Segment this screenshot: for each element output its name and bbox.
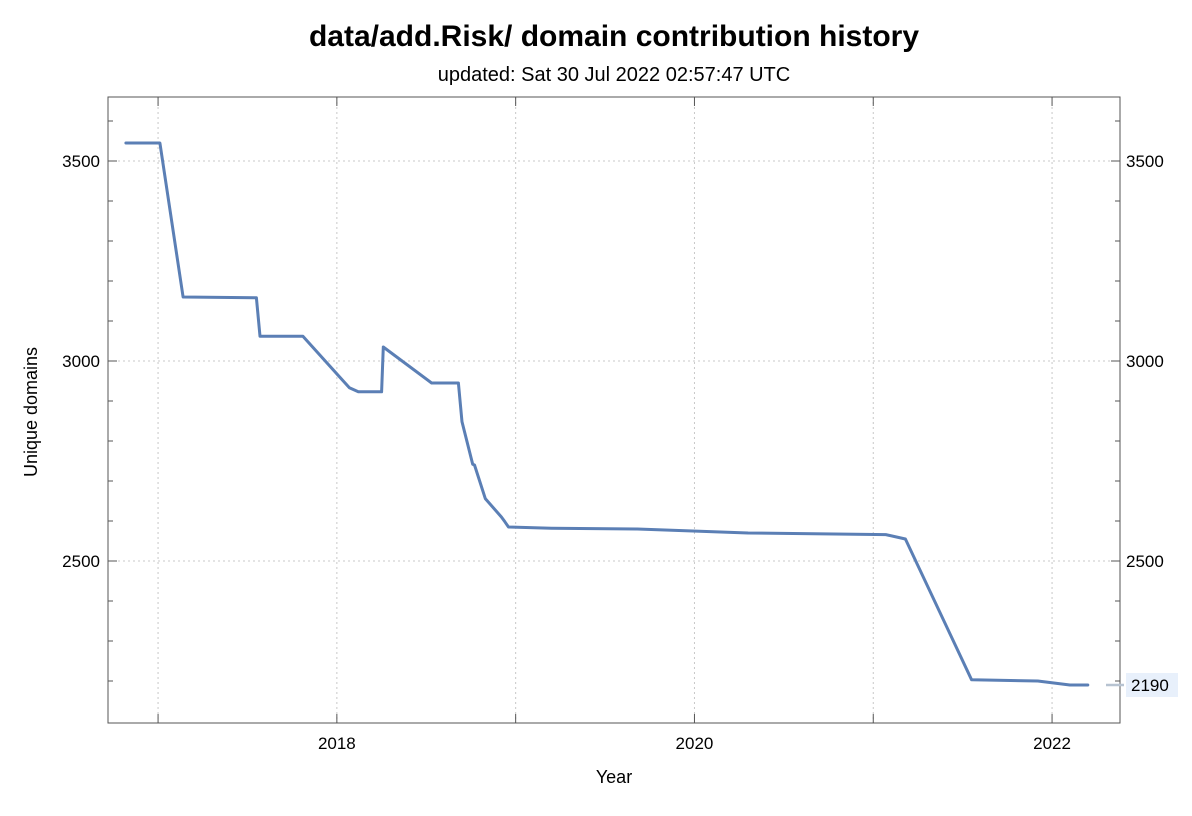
x-tick-label: 2020 xyxy=(676,734,714,753)
end-value-badge xyxy=(1126,673,1178,697)
grid xyxy=(108,97,1120,723)
y-axis-label: Unique domains xyxy=(21,347,41,477)
y-tick-label-right: 3000 xyxy=(1126,352,1164,371)
chart-subtitle: updated: Sat 30 Jul 2022 02:57:47 UTC xyxy=(438,64,790,86)
y-tick-label-right: 2500 xyxy=(1126,552,1164,571)
y-tick-label-left: 2500 xyxy=(62,552,100,571)
tick-labels: 2018 2020 2022 2500 2500 3000 3000 3500 3500 xyxy=(62,152,1164,753)
chart-title: data/add.Risk/ domain contribution histo… xyxy=(309,20,919,53)
y-tick-label-left: 3000 xyxy=(62,352,100,371)
y-tick-label-right: 3500 xyxy=(1126,152,1164,171)
y-tick-label-left: 3500 xyxy=(62,152,100,171)
x-tick-label: 2018 xyxy=(318,734,356,753)
plot-frame xyxy=(107,96,1121,724)
axis-ticks xyxy=(108,97,1120,723)
end-value-label: 2190 xyxy=(1131,676,1169,695)
x-tick-label: 2022 xyxy=(1033,734,1071,753)
series-line xyxy=(124,141,1090,687)
x-axis-label: Year xyxy=(596,767,632,787)
